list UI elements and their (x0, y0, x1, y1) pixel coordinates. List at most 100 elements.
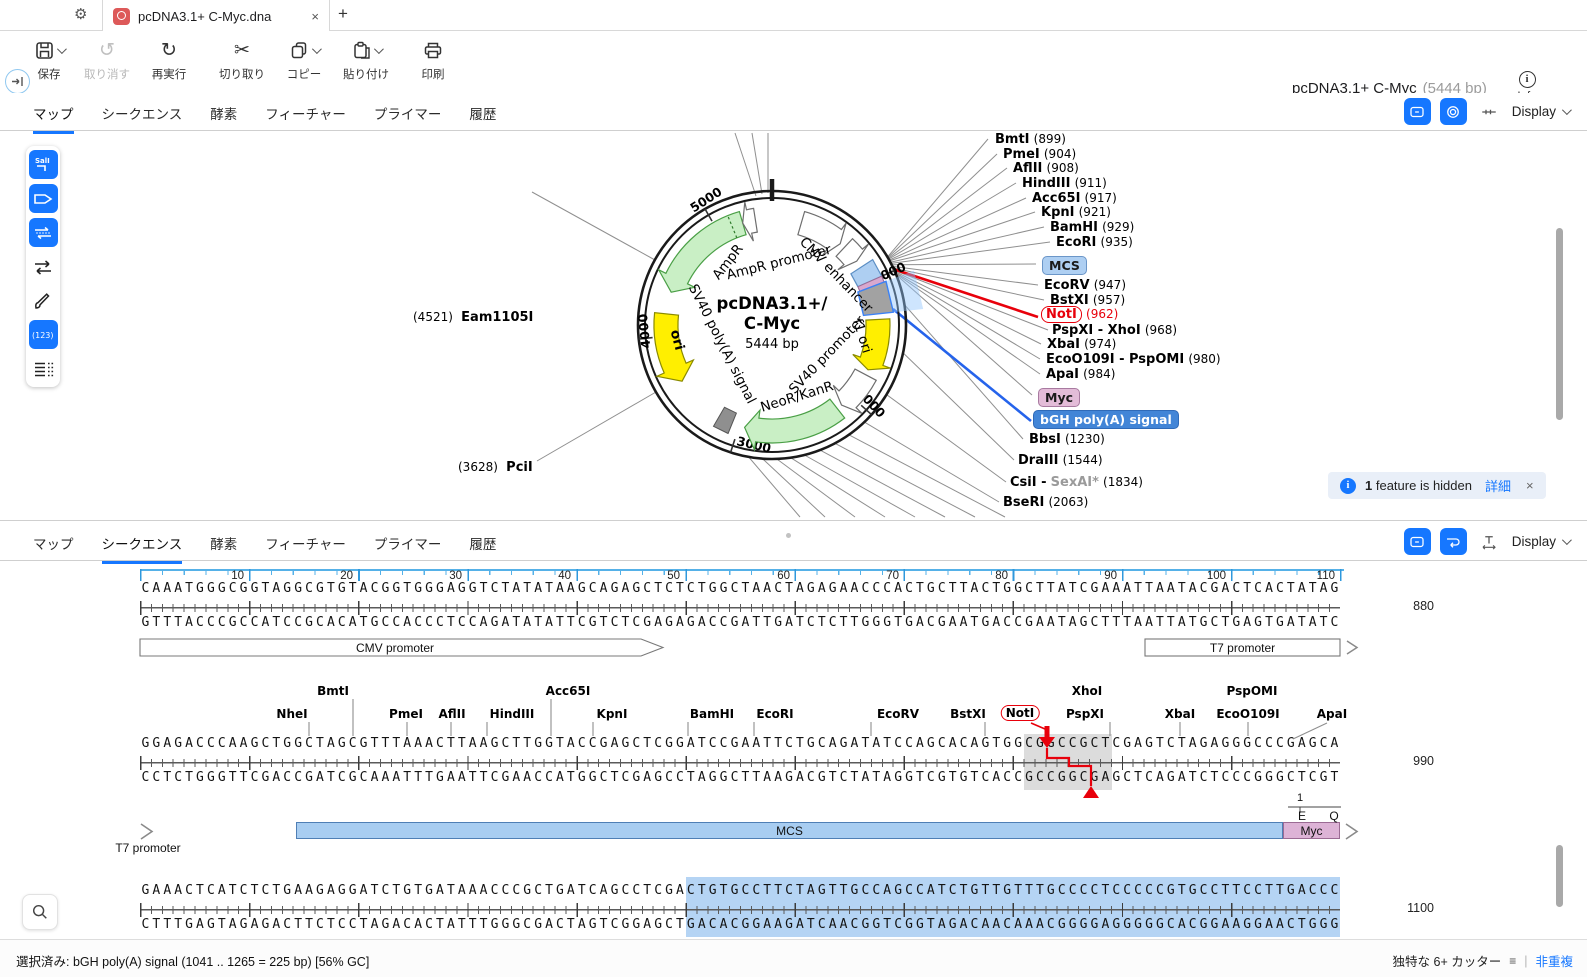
enzyme-label[interactable]: Acc65I (917) (1032, 191, 1117, 206)
bottom-strand[interactable]: CCTCTGGGTTCGACCGATCGCAAATTTGAATTCGAACCAT… (141, 770, 1342, 785)
bgh-poly-a-badge[interactable]: bGH poly(A) signal (1033, 410, 1179, 429)
show-translations-toggle[interactable] (29, 252, 58, 281)
enzyme-label[interactable]: ApaI (984) (1046, 367, 1116, 382)
enzyme-label[interactable]: EcoO109I - PspOMI (980) (1046, 352, 1221, 367)
paste-dropdown-caret[interactable] (373, 43, 384, 54)
seq-enzyme-ecorv[interactable]: EcoRV (876, 707, 920, 721)
feature-arc-ori[interactable] (653, 311, 695, 382)
cutters-filter-label[interactable]: 独特な 6+ カッター (1392, 955, 1502, 969)
seq-enzyme-pspxi[interactable]: PspXI (1065, 707, 1105, 721)
feature-box-sv40-pa[interactable] (712, 406, 738, 435)
display-dropdown-seq[interactable]: Display (1512, 534, 1572, 549)
save-button[interactable]: 保存 (20, 37, 78, 82)
tab-history-2[interactable]: 履歴 (469, 537, 497, 552)
top-strand[interactable]: CAAATGGGCGGTAGGCGTGTACGGTGGGAGGTCTATATAA… (141, 581, 1342, 596)
bottom-strand[interactable]: CTTTGAGTAGAGACTTCTCCTAGACACTATTTGGGCGACT… (141, 917, 1342, 932)
enzyme-label[interactable]: BmtI (899) (995, 132, 1066, 147)
tab-enzymes-2[interactable]: 酵素 (210, 537, 238, 552)
seq-enzyme-kpni[interactable]: KpnI (596, 707, 628, 721)
enzyme-label[interactable]: HindIII (911) (1022, 176, 1107, 191)
tab-features[interactable]: フィーチャー (265, 107, 346, 122)
seq-enzyme-ecori[interactable]: EcoRI (756, 707, 794, 721)
tab-primers-2[interactable]: プライマー (373, 537, 442, 552)
feature-arc-ampr[interactable] (657, 210, 747, 293)
nonredundant-toggle[interactable]: 非重複 (1535, 955, 1573, 969)
panel-resize-handle[interactable] (786, 533, 791, 538)
map-scrollbar-thumb[interactable] (1556, 228, 1563, 420)
top-strand[interactable]: GGAGACCCAAGCTGGCTAGCGTTTAAACTTAAGCTTGGTA… (141, 736, 1342, 751)
seq-enzyme-pspomi[interactable]: PspOMI (1226, 684, 1278, 698)
linear-map-button[interactable] (1476, 98, 1503, 125)
save-dropdown-caret[interactable] (56, 43, 67, 54)
sequence-scrollbar-thumb[interactable] (1556, 845, 1563, 907)
seq-enzyme-bamhi[interactable]: BamHI (689, 707, 735, 721)
enzyme-label-eam1105i[interactable]: (4521) Eam1105I (413, 310, 534, 325)
notification-close-icon[interactable]: × (1526, 478, 1534, 493)
enzyme-label[interactable]: CsiI - SexAI* (1834) (1010, 475, 1143, 490)
paste-button[interactable]: 貼り付け (337, 37, 395, 82)
feature-box-myc[interactable] (857, 275, 885, 292)
tab-features-2[interactable]: フィーチャー (265, 537, 346, 552)
panel-divider[interactable] (0, 520, 1587, 521)
seq-enzyme-ecoo109i[interactable]: EcoO109I (1216, 707, 1280, 721)
notification-details-link[interactable]: 詳細 (1484, 479, 1511, 494)
enzyme-label[interactable]: BstXI (957) (1050, 293, 1126, 308)
myc-annotation-bar[interactable]: Myc (1283, 822, 1340, 839)
seq-enzyme-apai[interactable]: ApaI (1316, 707, 1348, 721)
bottom-strand[interactable]: GTTTACCCGCCATCCGCACATGCCACCCTCCAGATATATT… (141, 615, 1342, 630)
cut-button[interactable]: ✂ 切り取り (219, 39, 265, 82)
feature-box-bgh-selected[interactable] (857, 280, 895, 317)
mcs-annotation-bar[interactable]: MCS (296, 822, 1283, 839)
seq-enzyme-bmti[interactable]: BmtI (317, 684, 349, 698)
feature-box-mcs[interactable] (850, 258, 883, 288)
seq-enzyme-xhoi[interactable]: XhoI (1071, 684, 1103, 698)
show-enzymes-toggle[interactable]: SalI (28, 150, 58, 179)
numbering-toggle[interactable]: (123) (28, 320, 58, 349)
seq-enzyme-nhei[interactable]: NheI (276, 707, 308, 721)
feature-arc-neor-kanr[interactable] (743, 398, 846, 452)
tab-map-2[interactable]: マップ (33, 537, 74, 552)
document-tab[interactable]: pcDNA3.1+ C-Myc.dna × (102, 0, 330, 32)
seq-enzyme-acc65i[interactable]: Acc65I (545, 684, 591, 698)
copy-dropdown-caret[interactable] (311, 43, 322, 54)
fit-to-view-button-seq[interactable] (1403, 528, 1431, 555)
enzyme-label[interactable]: KpnI (921) (1041, 205, 1111, 220)
tab-history[interactable]: 履歴 (469, 107, 497, 122)
cmv-promoter-annotation-label[interactable]: CMV promoter (355, 641, 435, 655)
enzyme-label[interactable]: BbsI (1230) (1029, 432, 1105, 447)
mcs-badge[interactable]: MCS (1042, 256, 1087, 275)
myc-badge[interactable]: Myc (1038, 388, 1080, 407)
sequence-search-button[interactable] (22, 894, 58, 930)
tab-enzymes[interactable]: 酵素 (210, 107, 238, 122)
feature-arc-f1-ori[interactable] (852, 318, 891, 371)
seq-enzyme-bstxi[interactable]: BstXI (950, 707, 986, 721)
tab-primers[interactable]: プライマー (373, 107, 442, 122)
new-tab-button[interactable]: + (338, 4, 348, 23)
tab-sequence-2[interactable]: シークエンス (101, 533, 183, 564)
plasmid-map-view[interactable]: 1000 2000 3000 4000 5000 AmpR AmpR promo… (0, 131, 1587, 520)
feature-list-tool[interactable] (29, 354, 58, 383)
wrap-lines-button[interactable] (1439, 528, 1467, 555)
fit-to-view-button[interactable] (1403, 98, 1431, 125)
show-features-toggle[interactable] (28, 184, 58, 213)
redo-button[interactable]: ↻ 再実行 (151, 39, 187, 82)
t7-promoter-annotation-label[interactable]: T7 promoter (1209, 641, 1276, 655)
tab-close-icon[interactable]: × (311, 8, 319, 24)
enzyme-label[interactable]: PspXI - XhoI (968) (1052, 323, 1178, 338)
top-strand[interactable]: GAAACTCATCTCTGAAGAGGATCTGTGATAAACCCGCTGA… (141, 883, 1342, 898)
tab-map[interactable]: マップ (33, 103, 74, 134)
seq-enzyme-aflii[interactable]: AflII (438, 707, 466, 721)
cutters-menu-icon[interactable]: ≡ (1509, 953, 1517, 968)
copy-button[interactable]: コピー (275, 37, 333, 82)
seq-enzyme-pmei[interactable]: PmeI (389, 707, 423, 721)
enzyme-label[interactable]: BseRI (2063) (1003, 495, 1089, 510)
print-button[interactable]: 印刷 (404, 37, 462, 82)
style-brush-tool[interactable] (29, 286, 58, 315)
feature-arc-cmv-promoter[interactable] (835, 237, 869, 271)
enzyme-label[interactable]: XbaI (974) (1047, 337, 1117, 352)
display-dropdown[interactable]: Display (1512, 104, 1572, 119)
text-size-button[interactable] (1476, 528, 1503, 555)
feature-arc-ampr-promoter[interactable] (742, 201, 758, 242)
feature-arc-cmv-enhancer[interactable] (797, 210, 847, 256)
show-primers-toggle[interactable] (28, 218, 58, 247)
